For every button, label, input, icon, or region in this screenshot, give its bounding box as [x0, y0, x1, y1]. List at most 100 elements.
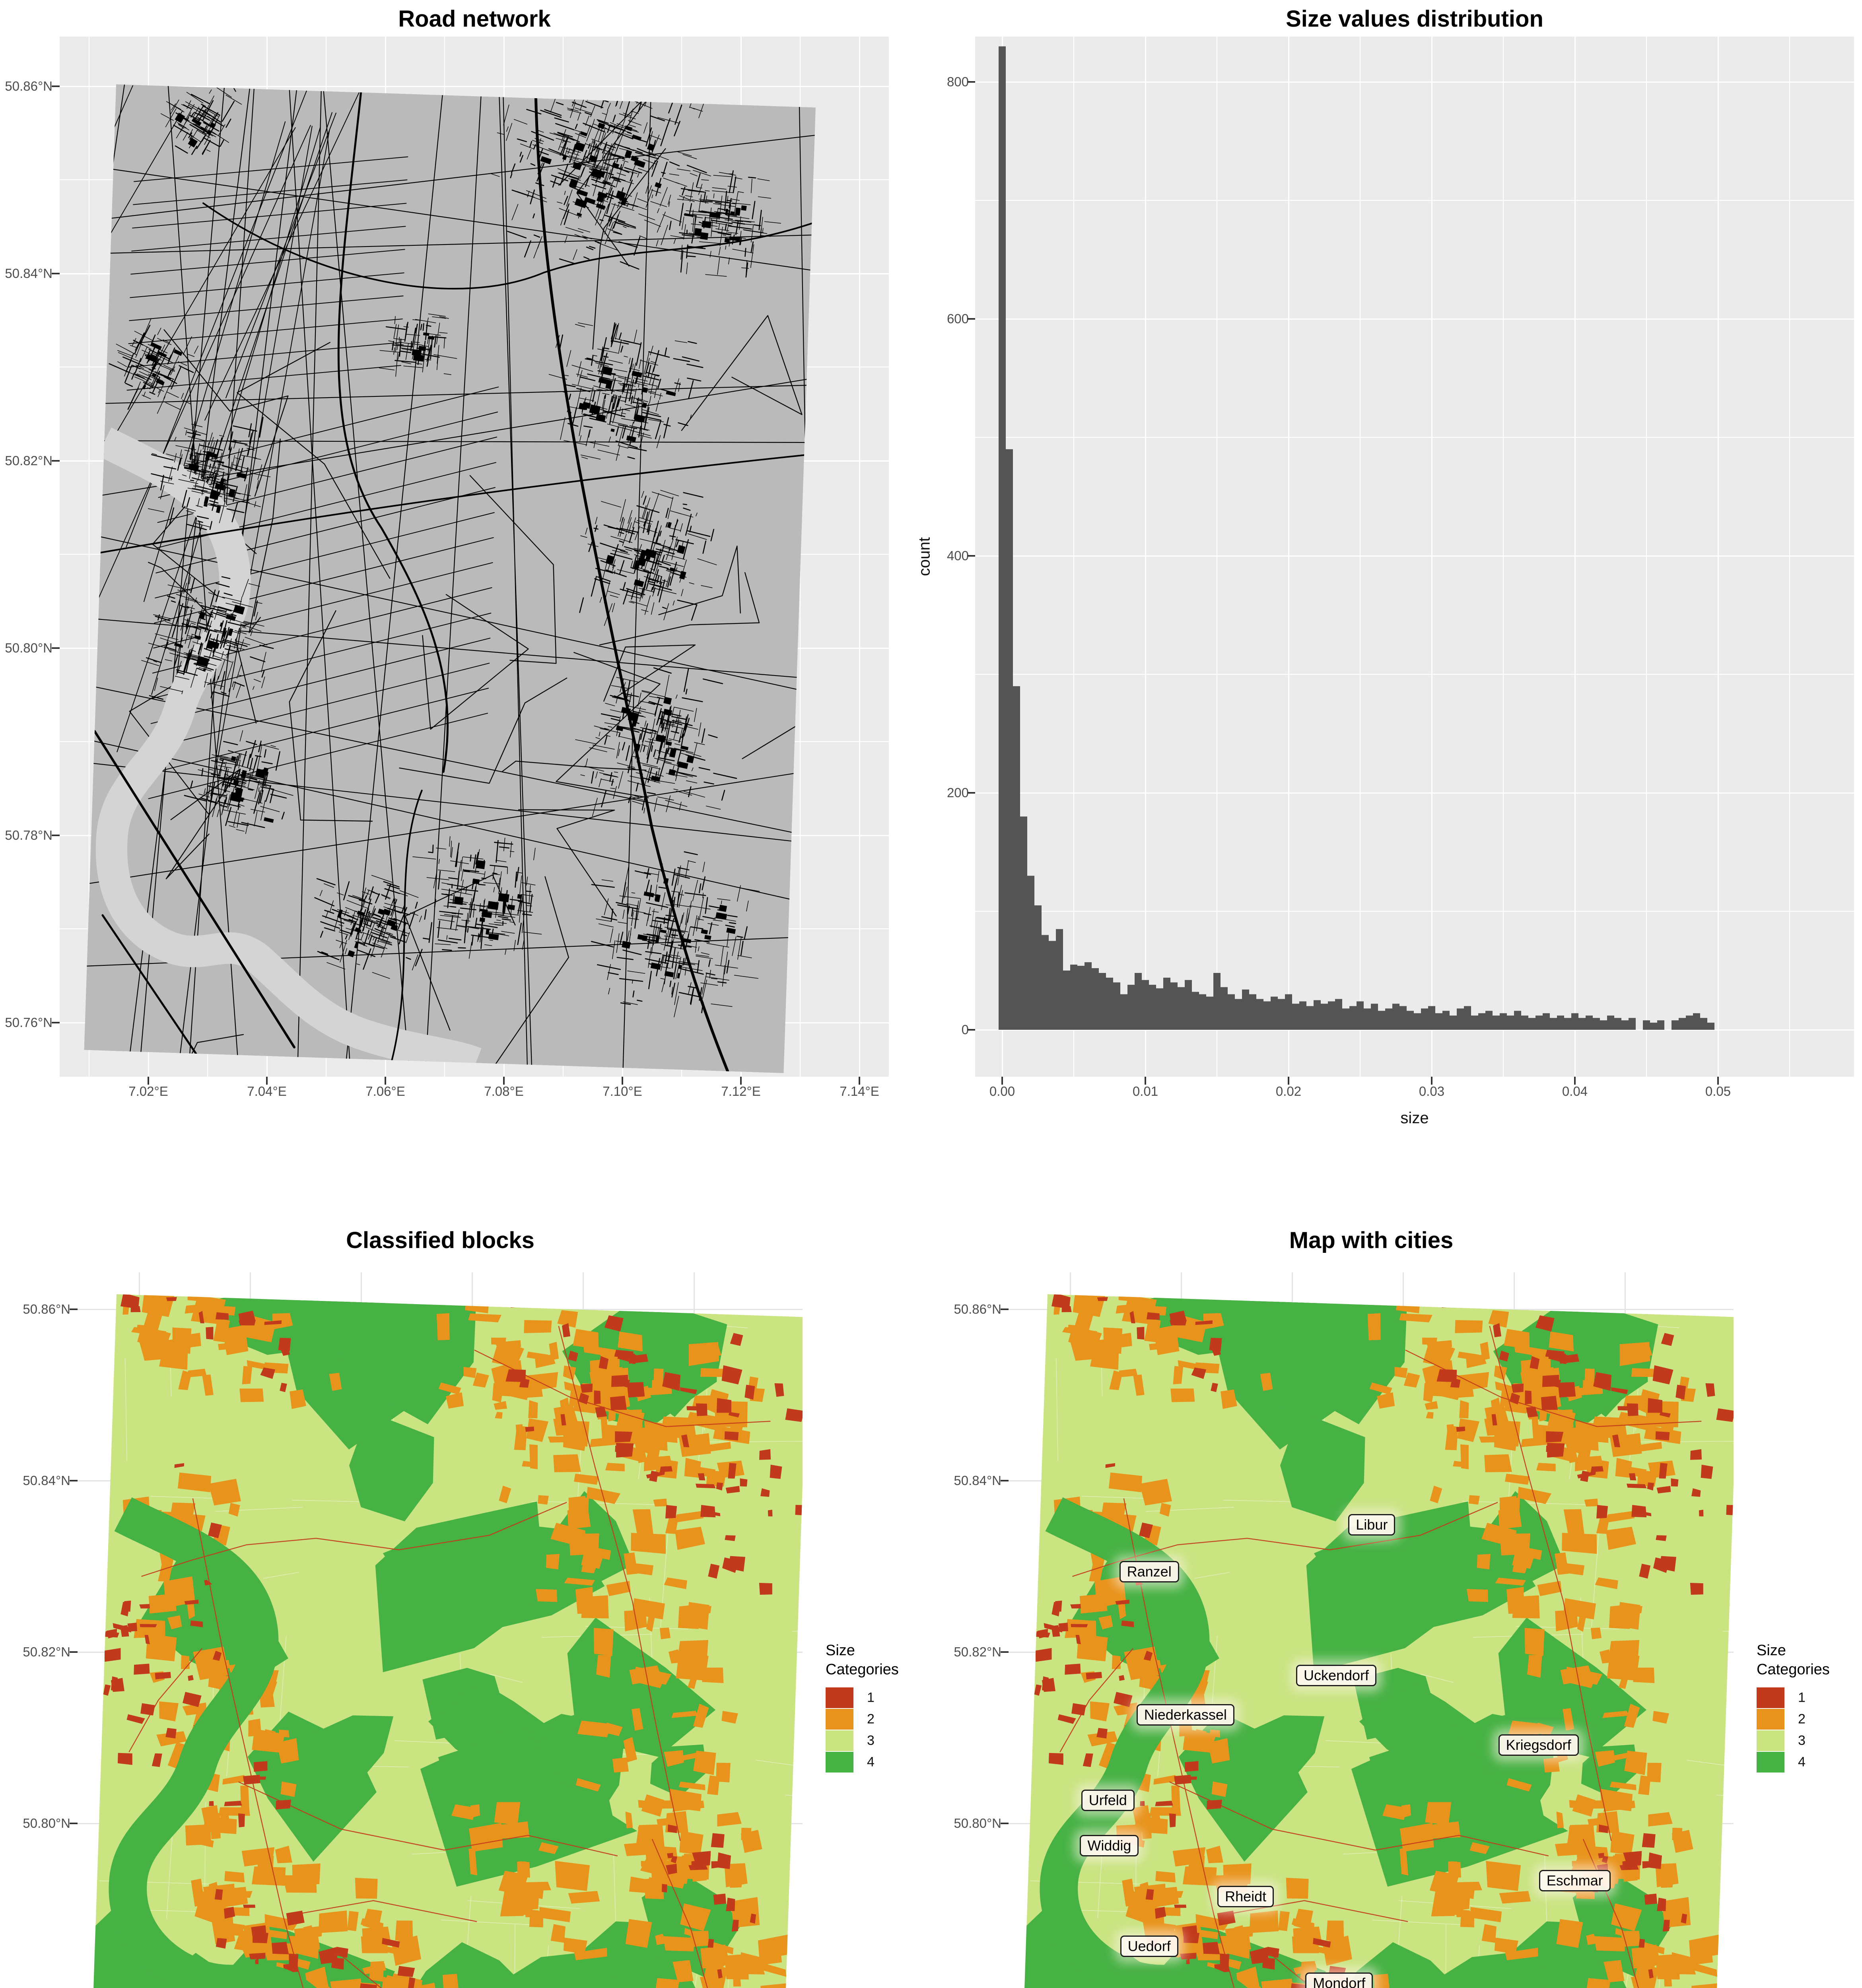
histogram-title: Size values distribution — [1286, 6, 1543, 32]
axis-tick — [1001, 1651, 1009, 1653]
axis-tick — [1145, 1077, 1146, 1085]
y-axis-tick-label: 400 — [947, 548, 969, 563]
axis-tick — [967, 792, 975, 794]
axis-tick — [622, 1077, 623, 1085]
axis-tick — [1001, 1077, 1003, 1085]
gridline — [975, 792, 1854, 794]
legend-item: 1 — [1757, 1687, 1830, 1708]
legend-key-2 — [826, 1709, 853, 1730]
road-network-map — [84, 84, 816, 1074]
legend-key-1 — [826, 1687, 853, 1708]
city-label-uckendorf: Uckendorf — [1296, 1664, 1377, 1686]
legend-item: 4 — [826, 1751, 899, 1773]
gridline — [1145, 37, 1146, 1077]
minor-gridline — [1646, 37, 1647, 1077]
legend-key-4 — [1757, 1752, 1784, 1773]
axis-tick — [967, 318, 975, 320]
city-label-eschmar: Eschmar — [1539, 1870, 1611, 1891]
legend-items: 1 2 3 4 — [1757, 1687, 1830, 1773]
legend-title: Size Categories — [826, 1642, 899, 1678]
axis-tick — [1001, 1480, 1009, 1481]
axis-tick — [52, 1022, 60, 1023]
legend-key-3 — [826, 1730, 853, 1751]
x-axis-tick-label: 7.14°E — [840, 1084, 879, 1099]
city-label-uedorf: Uedorf — [1120, 1936, 1178, 1957]
y-axis-tick-label: 50.78°N — [5, 828, 52, 843]
y-axis-tick-label: 50.84°N — [5, 266, 52, 281]
y-axis-tick-label: 50.84°N — [23, 1473, 70, 1488]
legend-size-categories: Size Categories 1 2 3 4 — [826, 1641, 899, 1773]
axis-tick — [1001, 1823, 1009, 1824]
legend-item: 4 — [1757, 1751, 1830, 1773]
legend-items: 1 2 3 4 — [826, 1687, 899, 1773]
axis-tick — [967, 81, 975, 83]
y-axis-tick-label: 50.86°N — [23, 1302, 70, 1316]
axis-tick — [52, 460, 60, 462]
axis-tick — [266, 1077, 268, 1085]
x-axis-tick-label: 7.06°E — [365, 1084, 405, 1099]
y-axis-tick-label: 50.82°N — [954, 1644, 1001, 1659]
city-label-ranzel: Ranzel — [1119, 1561, 1179, 1583]
x-axis-tick-label: 0.04 — [1562, 1084, 1588, 1099]
city-label-niederkassel: Niederkassel — [1136, 1704, 1234, 1726]
axis-tick — [52, 835, 60, 836]
minor-gridline — [975, 911, 1854, 912]
gridline — [60, 85, 889, 87]
gridline — [1288, 37, 1289, 1077]
x-axis-tick-label: 0.03 — [1419, 1084, 1445, 1099]
axis-tick — [70, 1480, 78, 1481]
legend-key-2 — [1757, 1709, 1784, 1730]
cities-map-title: Map with cities — [1289, 1227, 1454, 1253]
legend-item: 2 — [826, 1708, 899, 1730]
x-axis-tick-label: 7.08°E — [484, 1084, 524, 1099]
x-axis-tick-label: 7.10°E — [603, 1084, 642, 1099]
axis-tick — [148, 1077, 149, 1085]
y-axis-tick-label: 50.78°N — [0, 1987, 70, 1988]
city-label-rheidt: Rheidt — [1217, 1885, 1274, 1907]
legend-item: 1 — [826, 1687, 899, 1708]
legend-item-label: 3 — [1798, 1733, 1806, 1748]
legend-key-1 — [1757, 1687, 1784, 1708]
y-axis-tick-label: 50.80°N — [23, 1816, 70, 1831]
city-label-widdig: Widdig — [1080, 1835, 1139, 1857]
y-axis-tick-label: 50.80°N — [954, 1816, 1001, 1831]
legend-item-label: 2 — [1798, 1711, 1806, 1727]
histogram-bars — [999, 46, 1714, 1030]
minor-gridline — [975, 674, 1854, 675]
gridline — [1574, 37, 1576, 1077]
y-axis-tick-label: 200 — [947, 785, 969, 800]
city-labels-layer: Libur Ranzel Uckendorf Niederkassel Kriegsdo… — [1009, 1272, 1734, 1988]
axis-tick — [52, 85, 60, 87]
road-map-title: Road network — [398, 6, 551, 32]
axis-tick — [70, 1309, 78, 1310]
city-label-libur: Libur — [1348, 1514, 1396, 1536]
minor-gridline — [1503, 37, 1504, 1077]
x-axis-tick-label: 7.12°E — [721, 1084, 761, 1099]
y-axis-tick-label: 50.76°N — [5, 1015, 52, 1030]
legend-title: Size Categories — [1757, 1642, 1830, 1678]
axis-tick — [1001, 1309, 1009, 1310]
minor-gridline — [975, 200, 1854, 201]
axis-tick — [70, 1823, 78, 1824]
axis-tick — [1431, 1077, 1432, 1085]
legend-item: 3 — [826, 1730, 899, 1751]
minor-gridline — [975, 437, 1854, 438]
x-axis-tick-label: 0.00 — [989, 1084, 1015, 1099]
minor-gridline — [1360, 37, 1361, 1077]
x-axis-tick-label: 0.01 — [1132, 1084, 1158, 1099]
y-axis-tick-label: 50.82°N — [5, 453, 52, 468]
y-axis-tick-label: 50.78°N — [914, 1987, 1001, 1988]
city-label-mondorf: Mondorf — [1305, 1972, 1373, 1988]
axis-tick — [52, 647, 60, 649]
legend-key-4 — [826, 1752, 853, 1773]
legend-item-label: 4 — [867, 1754, 875, 1770]
minor-gridline — [1073, 37, 1074, 1077]
y-axis-tick-label: 50.84°N — [954, 1473, 1001, 1488]
legend-size-categories: Size Categories 1 2 3 4 — [1757, 1641, 1830, 1773]
axis-tick — [70, 1651, 78, 1653]
axis-tick — [859, 1077, 860, 1085]
legend-item: 3 — [1757, 1730, 1830, 1751]
y-axis-tick-label: 50.80°N — [5, 641, 52, 655]
y-axis-tick-label: 800 — [947, 74, 969, 89]
